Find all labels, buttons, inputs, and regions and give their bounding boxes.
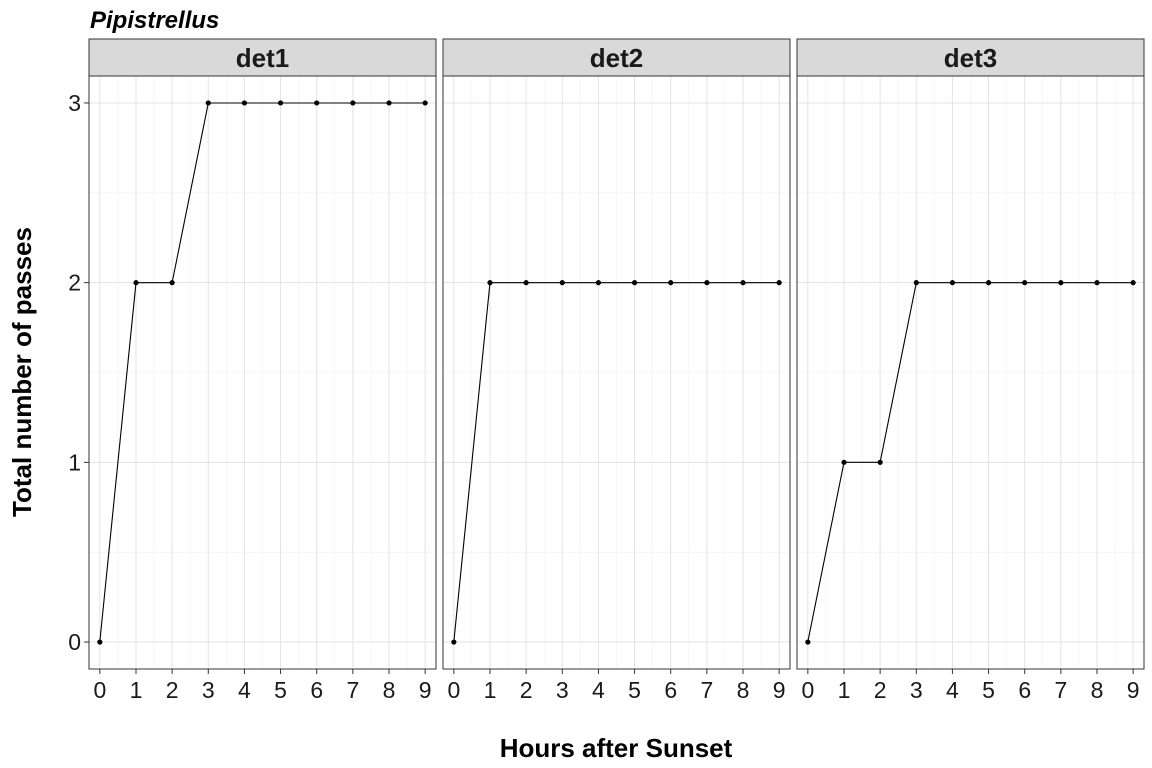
- data-point: [523, 280, 529, 286]
- x-tick-label: 7: [1054, 677, 1067, 703]
- x-tick-label: 0: [447, 677, 460, 703]
- x-tick-label: 9: [419, 677, 432, 703]
- data-point: [913, 280, 919, 286]
- y-tick-label: 2: [68, 270, 81, 296]
- panel-border: [442, 75, 791, 670]
- panel-border: [796, 75, 1145, 670]
- series-line: [453, 282, 780, 643]
- panel-border: [88, 75, 437, 670]
- panel-det2: det2 0 1 2 3 4 5 6 7 8 9: [442, 38, 791, 703]
- series-line: [807, 282, 1134, 643]
- series-line: [99, 102, 426, 643]
- data-point: [740, 280, 746, 286]
- x-tick-label: 5: [274, 677, 287, 703]
- data-point: [422, 100, 428, 106]
- strip-background: [796, 38, 1145, 77]
- x-tick-label: 0: [93, 677, 106, 703]
- data-point: [97, 639, 103, 645]
- x-tick-label: 2: [166, 677, 179, 703]
- data-point: [386, 100, 392, 106]
- y-tick-label: 1: [68, 449, 81, 475]
- data-point: [949, 280, 956, 286]
- y-tick-label: 0: [68, 629, 81, 655]
- x-tick-label: 0: [801, 677, 814, 703]
- chart-title: Pipistrellus: [90, 7, 219, 34]
- data-point: [1094, 280, 1100, 286]
- x-tick-label: 1: [130, 677, 143, 703]
- x-tick-label: 7: [700, 677, 713, 703]
- x-tick-label: 2: [520, 677, 533, 703]
- strip-label: det1: [236, 43, 289, 73]
- data-point: [776, 280, 782, 286]
- data-point: [169, 280, 175, 286]
- x-tick-label: 5: [982, 677, 995, 703]
- panel-det3: det3 0 1 2 3 4 5 6 7 8 9: [796, 38, 1145, 703]
- data-point: [805, 639, 811, 645]
- data-point: [631, 280, 638, 286]
- x-tick-label: 3: [202, 677, 215, 703]
- data-point: [1058, 280, 1064, 286]
- x-tick-label: 6: [1018, 677, 1031, 703]
- y-axis-title: Total number of passes: [7, 227, 37, 517]
- panel-det1: det1 0 1 2 3 4 5 6 7 8 9: [88, 38, 437, 703]
- data-point: [668, 280, 674, 286]
- y-tick-label: 3: [68, 90, 81, 116]
- data-point: [877, 459, 883, 465]
- x-tick-label: 4: [592, 677, 605, 703]
- data-point: [487, 280, 493, 286]
- x-tick-label: 6: [664, 677, 677, 703]
- x-axis-title: Hours after Sunset: [500, 733, 733, 763]
- x-tick-label: 6: [310, 677, 323, 703]
- x-tick-label: 9: [773, 677, 786, 703]
- data-point: [1022, 280, 1028, 286]
- data-point: [451, 639, 457, 645]
- x-tick-label: 3: [910, 677, 923, 703]
- data-point: [985, 280, 992, 286]
- data-point: [841, 459, 847, 465]
- x-tick-label: 2: [874, 677, 887, 703]
- data-point: [350, 100, 356, 106]
- x-tick-label: 7: [346, 677, 359, 703]
- data-point: [595, 280, 602, 286]
- x-tick-label: 8: [737, 677, 750, 703]
- x-tick-label: 4: [946, 677, 959, 703]
- data-point: [559, 280, 565, 286]
- x-tick-label: 4: [238, 677, 251, 703]
- x-tick-label: 1: [484, 677, 497, 703]
- x-tick-label: 3: [556, 677, 569, 703]
- x-tick-label: 8: [383, 677, 396, 703]
- strip-background: [88, 38, 437, 77]
- data-point: [133, 280, 139, 286]
- x-tick-label: 5: [628, 677, 641, 703]
- strip-background: [442, 38, 791, 77]
- data-point: [277, 100, 284, 106]
- x-tick-label: 1: [838, 677, 851, 703]
- x-tick-label: 8: [1091, 677, 1104, 703]
- strip-label: det3: [944, 43, 997, 73]
- data-point: [1130, 280, 1136, 286]
- y-axis: 0 1 2 3: [68, 90, 89, 655]
- data-point: [704, 280, 710, 286]
- data-point: [205, 100, 211, 106]
- x-tick-label: 9: [1127, 677, 1140, 703]
- data-point: [314, 100, 320, 106]
- strip-label: det2: [590, 43, 643, 73]
- data-point: [241, 100, 248, 106]
